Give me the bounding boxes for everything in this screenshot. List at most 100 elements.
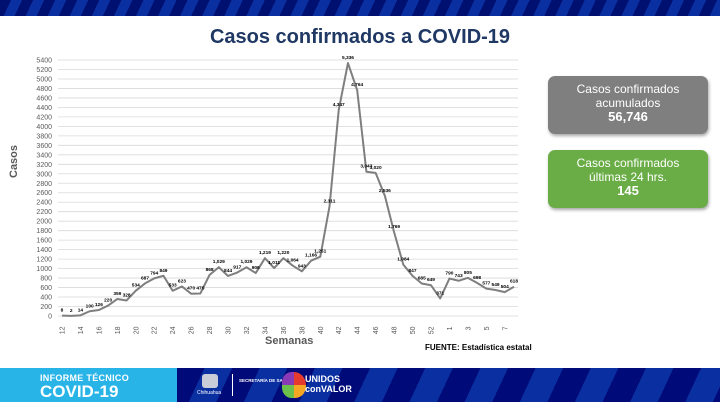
report-label: INFORME TÉCNICO (40, 373, 129, 383)
card-line2: últimas 24 hrs. (588, 170, 668, 184)
data-label: 943 (298, 263, 306, 269)
data-label: 8 (61, 308, 64, 314)
y-tick-label: 5400 (36, 58, 52, 65)
footer-banner: INFORME TÉCNICO COVID-19 Chihuahua SECRE… (0, 368, 720, 402)
report-badge: INFORME TÉCNICO COVID-19 (0, 368, 177, 402)
page-title: Casos confirmados a COVID-19 (209, 26, 511, 48)
data-label: 794 (150, 270, 158, 276)
data-label: 534 (132, 283, 140, 289)
y-tick-label: 1800 (36, 228, 52, 235)
y-tick-label: 1200 (36, 257, 52, 264)
x-axis-label: Semanas (265, 335, 314, 347)
y-tick-label: 0 (48, 314, 52, 321)
data-label: 4,764 (351, 82, 363, 88)
y-tick-label: 4400 (36, 105, 52, 112)
data-label: 1,769 (388, 224, 400, 230)
card-line1: Casos confirmados (576, 82, 680, 96)
y-tick-label: 3600 (36, 143, 52, 150)
data-label: 220 (104, 298, 112, 304)
y-tick-label: 3000 (36, 171, 52, 178)
top-stripe-band (0, 0, 720, 16)
data-label: 687 (141, 275, 149, 281)
brand-line2: conVALOR (305, 384, 352, 394)
x-tick-label: 42 (336, 326, 343, 334)
y-tick-label: 2000 (36, 219, 52, 226)
data-label: 1,029 (213, 259, 225, 265)
last-24h-cases-value: 145 (617, 183, 639, 198)
x-tick-label: 14 (78, 326, 85, 334)
y-tick-label: 200 (40, 304, 52, 311)
data-label: 371 (436, 290, 444, 296)
data-label: 359 (113, 291, 121, 297)
state-map-icon (282, 372, 306, 398)
data-label: 805 (464, 270, 472, 276)
accumulated-cases-value: 56,746 (608, 109, 648, 124)
x-tick-label: 48 (392, 326, 399, 334)
x-tick-label: 30 (226, 326, 233, 334)
data-label: 1,251 (314, 249, 326, 255)
y-tick-label: 3400 (36, 152, 52, 159)
data-label: 1,064 (287, 258, 299, 264)
divider (232, 374, 233, 396)
data-label: 549 (492, 282, 500, 288)
x-tick-label: 24 (170, 326, 177, 334)
data-label: 698 (473, 275, 481, 281)
data-label: 475 (196, 285, 204, 291)
y-tick-label: 3800 (36, 133, 52, 140)
line-chart: 0200400600800100012001400160018002000220… (36, 55, 518, 334)
data-label: 917 (233, 265, 241, 271)
x-tick-label: 22 (152, 326, 159, 334)
data-label: 504 (501, 284, 509, 290)
y-tick-label: 800 (40, 276, 52, 283)
data-label: 649 (427, 277, 435, 283)
data-label: 4,347 (333, 102, 345, 108)
y-tick-label: 1400 (36, 247, 52, 254)
x-tick-label: 1 (447, 326, 454, 330)
data-label: 2,536 (379, 188, 391, 194)
data-label: 1,219 (259, 250, 271, 256)
x-tick-label: 38 (299, 326, 306, 334)
data-label: 2 (70, 308, 73, 314)
data-label: 3,043 (360, 164, 372, 170)
data-label: 14 (78, 307, 84, 313)
x-tick-label: 50 (410, 326, 417, 334)
state-shield-icon (202, 374, 218, 388)
data-label: 1,011 (268, 260, 280, 266)
y-tick-label: 5200 (36, 67, 52, 74)
last-24h-cases-card: Casos confirmados últimas 24 hrs. 145 (548, 150, 708, 208)
government-logos: Chihuahua SECRETARÍA DE SALUD UNIDOS con… (177, 368, 720, 402)
y-axis-label: Casos (8, 144, 20, 178)
x-tick-label: 5 (484, 326, 491, 330)
data-label: 1,220 (277, 250, 289, 256)
y-tick-label: 5000 (36, 76, 52, 83)
y-tick-label: 2800 (36, 181, 52, 188)
x-tick-label: 16 (96, 326, 103, 334)
data-label: 577 (482, 281, 490, 287)
data-label: 328 (123, 292, 131, 298)
data-label: 906 (252, 265, 260, 271)
data-label: 2,311 (324, 198, 336, 204)
state-label: Chihuahua (197, 390, 222, 396)
y-tick-label: 1000 (36, 266, 52, 273)
x-tick-label: 34 (262, 326, 269, 334)
data-label: 743 (455, 273, 463, 279)
card-line2: acumulados (595, 96, 661, 110)
data-label: 100 (86, 303, 94, 309)
y-tick-label: 4200 (36, 114, 52, 121)
secretaria-label: SECRETARÍA DE SALUD (239, 378, 293, 383)
source-note: FUENTE: Estadística estatal (425, 343, 532, 352)
data-label: 126 (95, 302, 103, 308)
data-line (61, 62, 515, 317)
data-label: 533 (169, 283, 177, 289)
x-tick-label: 32 (244, 326, 251, 334)
data-label: 470 (187, 286, 195, 292)
x-tick-label: 18 (115, 326, 122, 334)
data-label: 1,029 (240, 259, 252, 265)
y-tick-label: 4600 (36, 95, 52, 102)
x-tick-label: 40 (318, 326, 325, 334)
data-label: 618 (510, 279, 518, 285)
y-tick-label: 4800 (36, 86, 52, 93)
data-label: 847 (409, 268, 417, 274)
data-label: 3,020 (370, 165, 382, 171)
data-label: 868 (206, 267, 214, 273)
